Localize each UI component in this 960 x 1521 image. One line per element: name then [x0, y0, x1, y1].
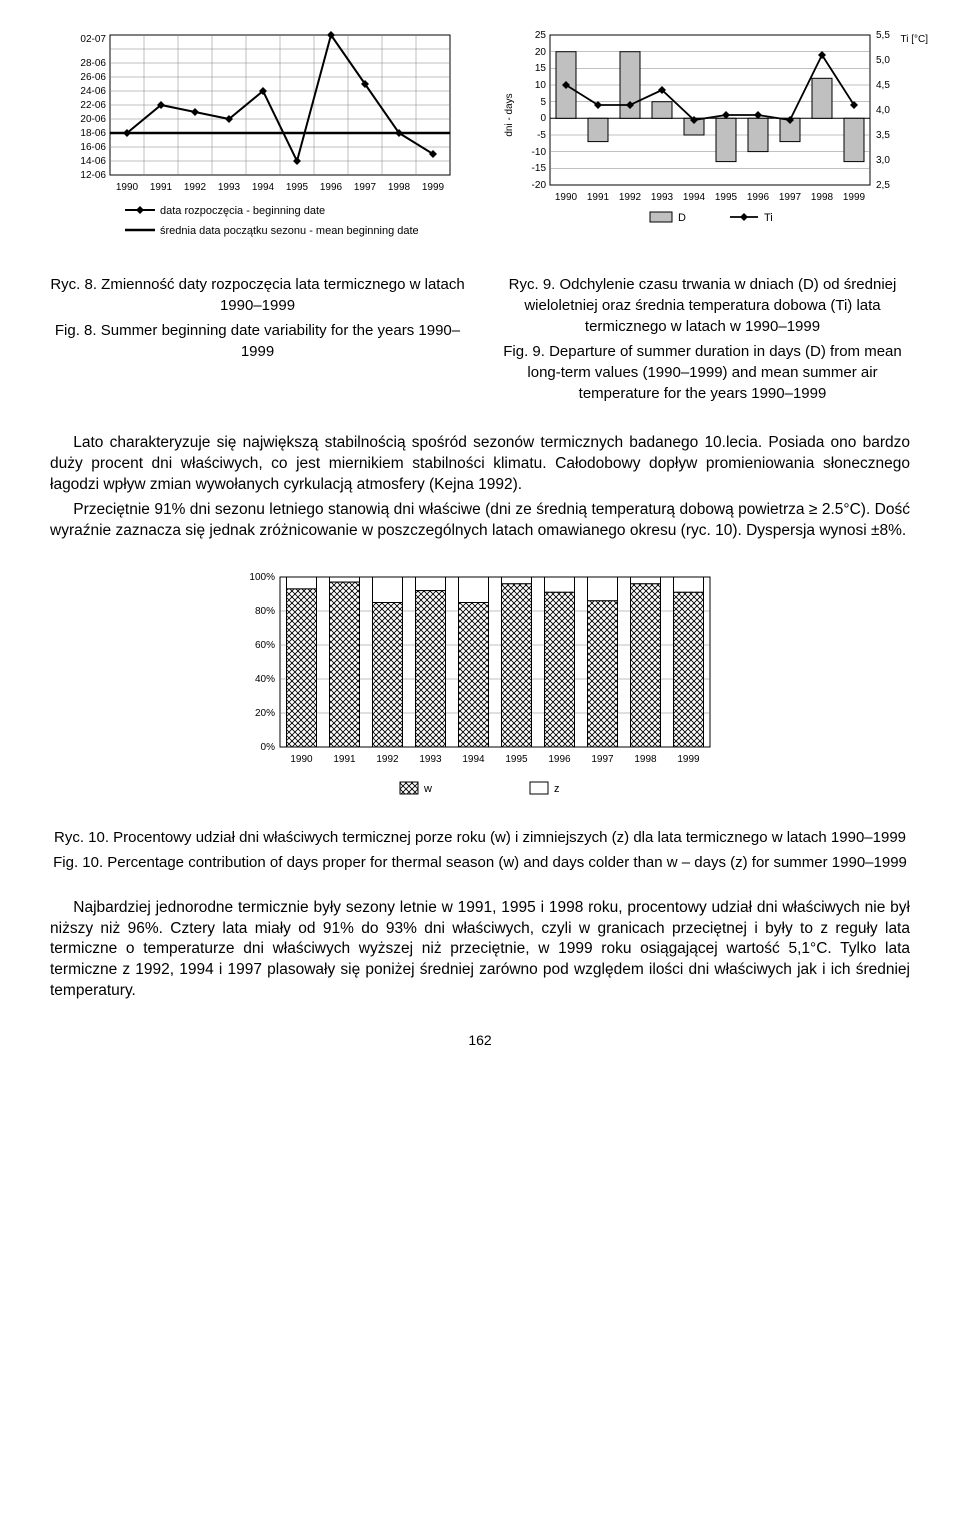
- svg-text:średnia data początku sezonu -: średnia data początku sezonu - mean begi…: [160, 225, 419, 237]
- svg-text:1999: 1999: [422, 182, 445, 193]
- svg-text:16-06: 16-06: [80, 142, 106, 153]
- ryc10-pl: Ryc. 10. Procentowy udział dni właściwyc…: [50, 827, 910, 848]
- svg-text:1995: 1995: [715, 192, 738, 203]
- svg-text:Ti: Ti: [764, 212, 773, 224]
- svg-text:1990: 1990: [290, 754, 313, 765]
- svg-text:w: w: [423, 783, 432, 795]
- svg-text:20: 20: [535, 47, 547, 58]
- svg-text:1994: 1994: [683, 192, 706, 203]
- svg-text:20-06: 20-06: [80, 114, 106, 125]
- top-charts-row: 12-06 14-06 16-06 18-06 20-06 22-06 24-0…: [50, 30, 910, 250]
- svg-text:1990: 1990: [555, 192, 578, 203]
- svg-text:100%: 100%: [249, 572, 275, 583]
- svg-text:20%: 20%: [255, 708, 275, 719]
- svg-text:4,0: 4,0: [876, 105, 890, 116]
- svg-text:28-06: 28-06: [80, 58, 106, 69]
- svg-text:5,0: 5,0: [876, 55, 890, 66]
- fig8-en: Fig. 8. Summer beginning date variabilit…: [50, 320, 465, 362]
- svg-text:2,5: 2,5: [876, 180, 890, 191]
- fig9-caption: Ryc. 9. Odchylenie czasu trwania w dniac…: [495, 270, 910, 408]
- fig9-en: Fig. 9. Departure of summer duration in …: [495, 341, 910, 404]
- svg-text:1996: 1996: [747, 192, 770, 203]
- svg-text:80%: 80%: [255, 606, 275, 617]
- svg-text:3,0: 3,0: [876, 155, 890, 166]
- svg-text:24-06: 24-06: [80, 86, 106, 97]
- svg-text:1993: 1993: [651, 192, 674, 203]
- svg-text:1991: 1991: [333, 754, 356, 765]
- svg-text:1998: 1998: [388, 182, 411, 193]
- svg-text:-10: -10: [532, 147, 547, 158]
- fig9-chart: dni - days Ti [°C] -20 -15 -10 -5 0 5 10…: [500, 30, 930, 250]
- svg-text:1997: 1997: [591, 754, 614, 765]
- svg-text:0%: 0%: [261, 742, 276, 753]
- fig8-chart: 12-06 14-06 16-06 18-06 20-06 22-06 24-0…: [50, 30, 470, 250]
- svg-text:15: 15: [535, 63, 547, 74]
- svg-text:data rozpoczęcia - beginning d: data rozpoczęcia - beginning date: [160, 205, 325, 217]
- svg-text:60%: 60%: [255, 640, 275, 651]
- svg-text:1995: 1995: [505, 754, 528, 765]
- svg-text:1992: 1992: [376, 754, 399, 765]
- svg-text:26-06: 26-06: [80, 72, 106, 83]
- svg-text:1997: 1997: [354, 182, 377, 193]
- paragraph-block-1: Lato charakteryzuje się największą stabi…: [50, 433, 910, 542]
- fig10-chart: 0% 20% 40% 60% 80% 100%: [50, 567, 910, 807]
- svg-text:1993: 1993: [419, 754, 442, 765]
- svg-text:5,5: 5,5: [876, 30, 890, 41]
- fig8-caption: Ryc. 8. Zmienność daty rozpoczęcia lata …: [50, 270, 465, 408]
- svg-text:1997: 1997: [779, 192, 802, 203]
- svg-text:02-07: 02-07: [80, 34, 106, 45]
- fig10-en: Fig. 10. Percentage contribution of days…: [50, 852, 910, 873]
- fig8-9-captions: Ryc. 8. Zmienność daty rozpoczęcia lata …: [50, 270, 910, 408]
- svg-text:1991: 1991: [587, 192, 610, 203]
- svg-text:1999: 1999: [843, 192, 866, 203]
- svg-text:1998: 1998: [634, 754, 657, 765]
- svg-text:-15: -15: [532, 163, 547, 174]
- svg-text:dni - days: dni - days: [504, 93, 515, 136]
- svg-text:Ti [°C]: Ti [°C]: [900, 34, 928, 45]
- svg-text:40%: 40%: [255, 674, 275, 685]
- fig10-caption: Ryc. 10. Procentowy udział dni właściwyc…: [50, 827, 910, 873]
- para-2: Przeciętnie 91% dni sezonu letniego stan…: [50, 500, 910, 542]
- svg-text:-5: -5: [537, 130, 546, 141]
- para-3: Najbardziej jednorodne termicznie były s…: [50, 898, 910, 1003]
- svg-text:12-06: 12-06: [80, 170, 106, 181]
- svg-text:1992: 1992: [184, 182, 207, 193]
- svg-text:1994: 1994: [252, 182, 275, 193]
- svg-text:18-06: 18-06: [80, 128, 106, 139]
- svg-text:10: 10: [535, 80, 547, 91]
- svg-text:4,5: 4,5: [876, 80, 890, 91]
- svg-text:5: 5: [540, 97, 546, 108]
- svg-text:D: D: [678, 212, 686, 224]
- paragraph-block-2: Najbardziej jednorodne termicznie były s…: [50, 898, 910, 1003]
- svg-text:z: z: [554, 783, 560, 795]
- svg-text:0: 0: [540, 113, 546, 124]
- para-1: Lato charakteryzuje się największą stabi…: [50, 433, 910, 496]
- svg-text:1996: 1996: [548, 754, 571, 765]
- svg-text:1999: 1999: [677, 754, 700, 765]
- svg-text:25: 25: [535, 30, 547, 41]
- svg-text:1990: 1990: [116, 182, 139, 193]
- svg-text:1996: 1996: [320, 182, 343, 193]
- svg-text:22-06: 22-06: [80, 100, 106, 111]
- svg-text:1992: 1992: [619, 192, 642, 203]
- svg-text:1995: 1995: [286, 182, 309, 193]
- svg-text:1993: 1993: [218, 182, 241, 193]
- ryc8-pl: Ryc. 8. Zmienność daty rozpoczęcia lata …: [50, 274, 465, 316]
- svg-text:1998: 1998: [811, 192, 834, 203]
- ryc9-pl: Ryc. 9. Odchylenie czasu trwania w dniac…: [495, 274, 910, 337]
- svg-text:1994: 1994: [462, 754, 485, 765]
- page-number: 162: [50, 1032, 910, 1048]
- svg-text:-20: -20: [532, 180, 547, 191]
- svg-text:14-06: 14-06: [80, 156, 106, 167]
- svg-text:1991: 1991: [150, 182, 173, 193]
- svg-text:3,5: 3,5: [876, 130, 890, 141]
